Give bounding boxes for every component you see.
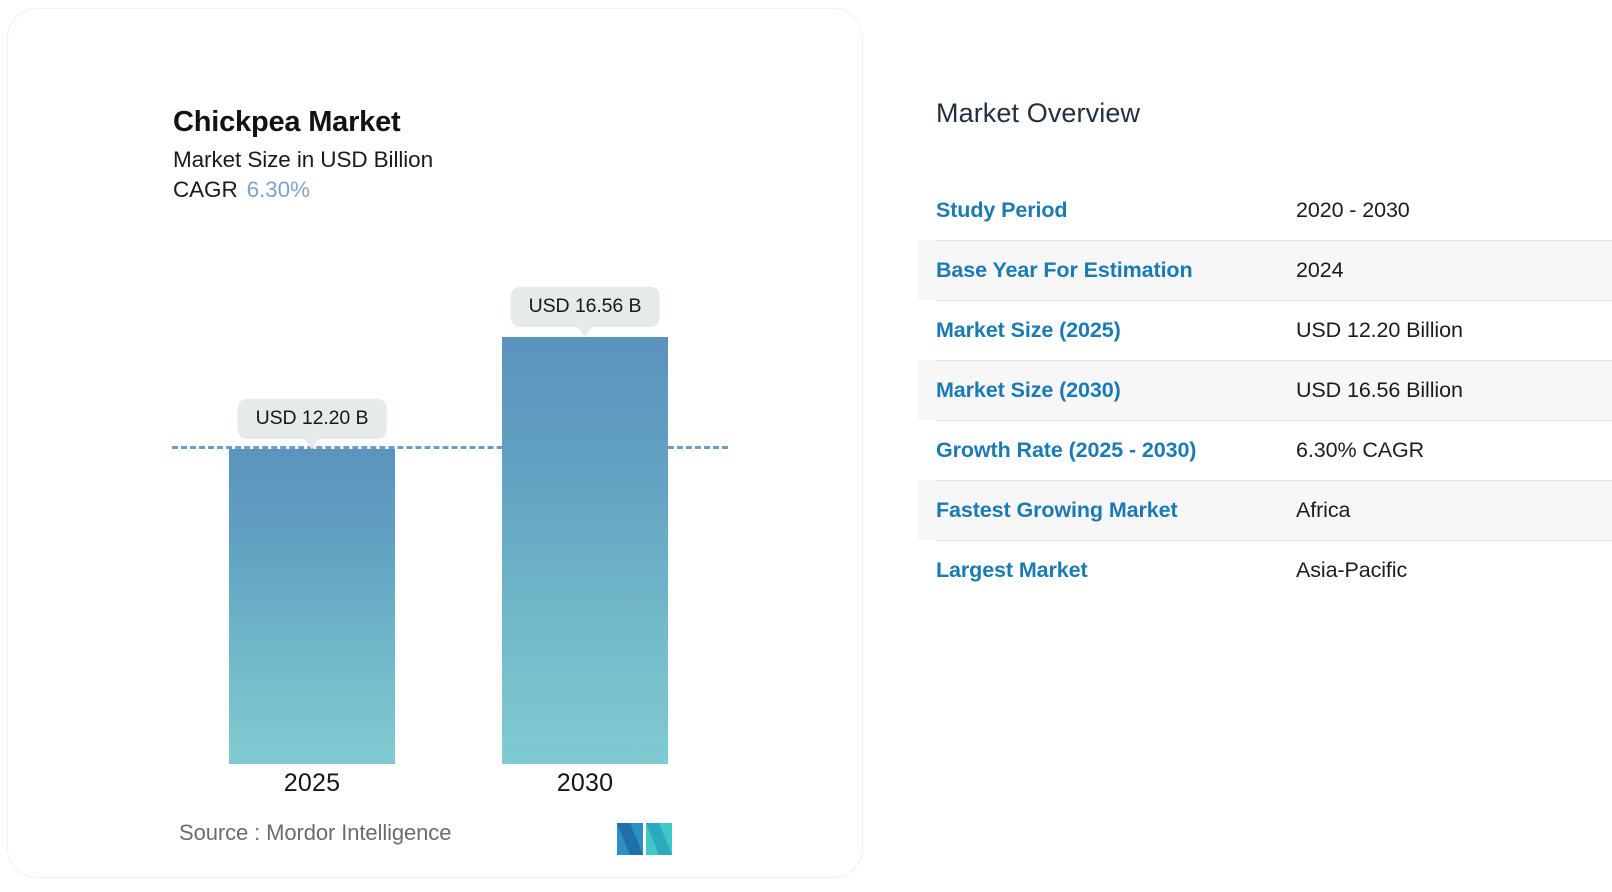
chart-card: Chickpea Market Market Size in USD Billi… bbox=[7, 8, 863, 878]
chart-header: Chickpea Market Market Size in USD Billi… bbox=[173, 105, 773, 205]
table-row: Study Period 2020 - 2030 bbox=[918, 180, 1612, 240]
overview-row-value: Asia-Pacific bbox=[1296, 557, 1408, 582]
bar-2030[interactable] bbox=[502, 337, 668, 764]
overview-row-value: 2024 bbox=[1296, 257, 1344, 282]
bar-2025[interactable] bbox=[229, 449, 395, 764]
cagr-label: CAGR bbox=[173, 176, 238, 202]
table-row: Base Year For Estimation 2024 bbox=[918, 240, 1612, 300]
bar-value-badge-2030: USD 16.56 B bbox=[510, 287, 660, 337]
overview-row-value: 2020 - 2030 bbox=[1296, 197, 1410, 222]
x-axis-label-2025: 2025 bbox=[283, 769, 341, 797]
overview-row-value: 6.30% CAGR bbox=[1296, 437, 1425, 462]
bar-value-badge-2025: USD 12.20 B bbox=[237, 399, 387, 449]
overview-row-label: Market Size (2025) bbox=[936, 317, 1121, 342]
overview-row-label: Base Year For Estimation bbox=[936, 257, 1193, 282]
overview-row-label: Growth Rate (2025 - 2030) bbox=[936, 437, 1197, 462]
source-row: Source : Mordor Intelligence bbox=[179, 817, 829, 857]
market-overview-panel: Market Overview Study Period 2020 - 2030 B… bbox=[918, 0, 1612, 892]
cagr-line: CAGR 6.30% bbox=[173, 175, 773, 205]
overview-row-label: Study Period bbox=[936, 197, 1068, 222]
x-axis-label-2030: 2030 bbox=[556, 769, 614, 797]
table-row: Growth Rate (2025 - 2030) 6.30% CAGR bbox=[918, 420, 1612, 480]
cagr-value: 6.30% bbox=[246, 176, 310, 202]
bar-chart-plot-area: USD 12.20 B USD 16.56 B bbox=[8, 264, 864, 764]
reference-dashed-line bbox=[172, 446, 728, 449]
overview-row-label: Market Size (2030) bbox=[936, 377, 1121, 402]
overview-row-label: Largest Market bbox=[936, 557, 1088, 582]
table-row: Fastest Growing Market Africa bbox=[918, 480, 1612, 540]
overview-row-value: USD 12.20 Billion bbox=[1296, 317, 1463, 342]
chart-subtitle: Market Size in USD Billion bbox=[173, 147, 433, 173]
overview-row-label: Fastest Growing Market bbox=[936, 497, 1178, 522]
page-title: Chickpea Market bbox=[173, 106, 401, 138]
overview-title: Market Overview bbox=[936, 98, 1141, 128]
source-text: Source : Mordor Intelligence bbox=[179, 820, 452, 845]
overview-row-value: Africa bbox=[1296, 497, 1351, 522]
table-row: Largest Market Asia-Pacific bbox=[918, 540, 1612, 600]
mordor-intelligence-logo bbox=[617, 817, 673, 860]
table-row: Market Size (2030) USD 16.56 Billion bbox=[918, 360, 1612, 420]
overview-table: Study Period 2020 - 2030 Base Year For Est… bbox=[918, 180, 1612, 600]
table-row: Market Size (2025) USD 12.20 Billion bbox=[918, 300, 1612, 360]
overview-row-value: USD 16.56 Billion bbox=[1296, 377, 1463, 402]
